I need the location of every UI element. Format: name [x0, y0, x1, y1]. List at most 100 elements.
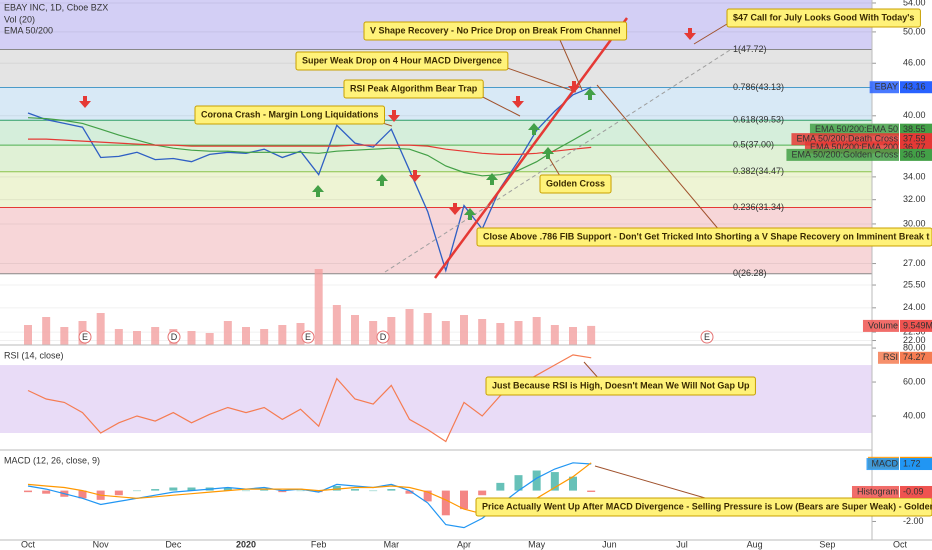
- volume-bar: [42, 317, 51, 345]
- event-marker: [301, 330, 315, 344]
- histogram-bar: [460, 490, 468, 510]
- volume-bar: [351, 315, 359, 345]
- indicator-label: EMA 50/200: [4, 25, 53, 35]
- annotation-box: [343, 79, 484, 99]
- histogram-bar: [387, 489, 396, 491]
- histogram-bar: [351, 489, 359, 491]
- down-arrow: [409, 170, 421, 182]
- event-label: E: [704, 332, 710, 342]
- volume-bar: [369, 321, 378, 345]
- up-arrow: [542, 147, 554, 159]
- x-tick-label: Nov: [93, 539, 110, 549]
- pointer: [547, 155, 561, 177]
- histogram-bar: [587, 490, 596, 492]
- annotation-box: [363, 21, 628, 41]
- trend-line: [433, 17, 629, 279]
- down-arrow: [388, 110, 400, 122]
- histogram-bar: [478, 490, 487, 496]
- tag-name-box: [862, 319, 899, 332]
- drawings: [366, 17, 731, 501]
- up-arrow: [312, 185, 324, 197]
- tag-name-box: [869, 81, 899, 94]
- volume-bar: [114, 329, 123, 345]
- volume-bar: [260, 329, 269, 345]
- annotation-box: [194, 105, 385, 125]
- volume-bar: [24, 325, 32, 345]
- x-tick-label: Jul: [676, 539, 688, 549]
- histogram-bar: [260, 489, 269, 491]
- y-tick-label: 40.00: [903, 410, 926, 420]
- fib-label: 0.618(39.53): [733, 115, 784, 125]
- annotation-box: [476, 227, 932, 247]
- x-tick-label: Feb: [311, 539, 327, 549]
- tag-value: 43.16: [903, 82, 926, 92]
- histogram-bar: [114, 490, 123, 496]
- tag-value: 9.549M: [903, 320, 932, 330]
- histogram-bar: [405, 490, 414, 494]
- down-arrow: [79, 96, 91, 108]
- pointer: [693, 23, 728, 45]
- histogram-bar: [569, 476, 577, 491]
- annotation-text: Close Above .786 FIB Support - Don't Get…: [483, 231, 929, 241]
- pointer: [559, 39, 583, 91]
- histogram-bar: [151, 489, 160, 491]
- annotation-text: Super Weak Drop on 4 Hour MACD Divergenc…: [302, 55, 502, 65]
- histogram-bar: [550, 472, 559, 491]
- y-tick-label: 32.00: [903, 194, 926, 204]
- dashed-line: [384, 49, 731, 273]
- fib-band: [0, 171, 872, 208]
- volume-bar: [223, 321, 232, 345]
- y-tick-label: 80.00: [903, 342, 926, 352]
- tag-value-box: [900, 351, 932, 364]
- volume-bar: [496, 323, 505, 345]
- histogram-bar: [42, 490, 51, 494]
- y-tick-label: 46.00: [903, 58, 926, 68]
- histogram-bar: [514, 475, 523, 491]
- tag-value: 74.27: [903, 352, 926, 362]
- event-label: D: [380, 332, 387, 342]
- tag-value-box: [900, 485, 932, 498]
- tag-value-box: [900, 123, 932, 136]
- histogram-bar: [187, 487, 196, 491]
- histogram-bar: [169, 487, 178, 491]
- histogram-bar: [441, 490, 450, 516]
- up-arrow: [464, 208, 476, 220]
- tag-name-box: [866, 458, 899, 471]
- tag-name: Histogram: [857, 486, 898, 496]
- tag-name: EBAY: [875, 82, 898, 92]
- histogram-bar: [242, 490, 250, 492]
- tag-name: EMA 50/200:EMA 200: [810, 142, 898, 152]
- x-tick-label: Sep: [819, 539, 835, 549]
- x-tick-label: Dec: [165, 539, 182, 549]
- up-arrow: [528, 123, 540, 135]
- annotation-box: [726, 8, 921, 28]
- histogram-bar: [223, 487, 232, 491]
- volume-bar: [296, 323, 305, 345]
- annotation-text: RSI Peak Algorithm Bear Trap: [350, 83, 478, 93]
- annotation-box: [295, 51, 509, 71]
- histogram-bar: [133, 490, 141, 492]
- volume-bar: [187, 331, 196, 345]
- annotation-text: $47 Call for July Looks Good With Today'…: [733, 12, 914, 22]
- volume-bar: [532, 317, 541, 345]
- y-tick-label: 25.50: [903, 279, 926, 289]
- event-marker: [167, 330, 181, 344]
- down-arrow: [449, 203, 461, 215]
- fib-label: 0.382(34.47): [733, 166, 784, 176]
- volume-bar: [387, 317, 396, 345]
- y-tick-label: 22.00: [903, 335, 926, 345]
- tag-value: 37.59: [903, 134, 926, 144]
- fib-label: 0.786(43.13): [733, 82, 784, 92]
- volume-bar: [242, 327, 250, 345]
- fib-band: [0, 145, 872, 172]
- y-tick-label: 50.00: [903, 26, 926, 36]
- tag-name-box: [851, 485, 899, 498]
- event-marker: [376, 330, 390, 344]
- pane-title: MACD (12, 26, close, 9): [4, 455, 100, 465]
- tag-value-box: [900, 458, 932, 471]
- volume-bar: [460, 315, 468, 345]
- volume-bar: [314, 269, 323, 345]
- x-tick-label: Jun: [602, 539, 617, 549]
- annotation-text: Golden Cross: [546, 178, 605, 188]
- y-tick-label: 54.00: [903, 0, 926, 7]
